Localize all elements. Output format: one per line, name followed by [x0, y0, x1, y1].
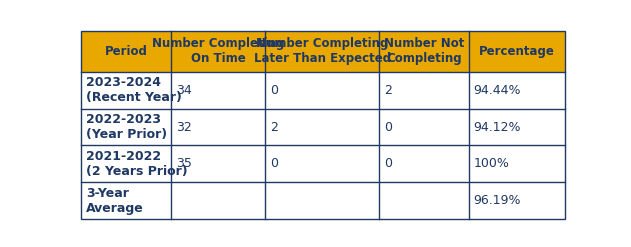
- Text: 100%: 100%: [473, 157, 509, 170]
- Text: 34: 34: [176, 84, 192, 97]
- Bar: [81, 109, 565, 145]
- Bar: [81, 145, 565, 182]
- Text: 94.12%: 94.12%: [473, 121, 521, 134]
- Bar: [81, 72, 565, 109]
- Text: 0: 0: [270, 84, 278, 97]
- Text: 3-Year
Average: 3-Year Average: [86, 186, 144, 215]
- Text: 2023-2024
(Recent Year): 2023-2024 (Recent Year): [86, 76, 182, 104]
- Text: 2: 2: [270, 121, 278, 134]
- Text: 35: 35: [176, 157, 192, 170]
- Text: 2022-2023
(Year Prior): 2022-2023 (Year Prior): [86, 113, 167, 141]
- Text: 2021-2022
(2 Years Prior): 2021-2022 (2 Years Prior): [86, 150, 188, 178]
- Text: 32: 32: [176, 121, 192, 134]
- Text: 2: 2: [384, 84, 392, 97]
- Text: 94.44%: 94.44%: [473, 84, 521, 97]
- Text: 0: 0: [384, 121, 392, 134]
- Text: Percentage: Percentage: [479, 45, 555, 58]
- Text: 0: 0: [384, 157, 392, 170]
- Bar: [81, 182, 565, 219]
- Text: Period: Period: [105, 45, 148, 58]
- Text: 96.19%: 96.19%: [473, 194, 521, 207]
- Text: 0: 0: [270, 157, 278, 170]
- Text: Number Completing
On Time: Number Completing On Time: [152, 37, 285, 65]
- Bar: [81, 31, 565, 72]
- Text: Number Completing
Later Than Expected: Number Completing Later Than Expected: [254, 37, 391, 65]
- Text: Number Not
Completing: Number Not Completing: [384, 37, 464, 65]
